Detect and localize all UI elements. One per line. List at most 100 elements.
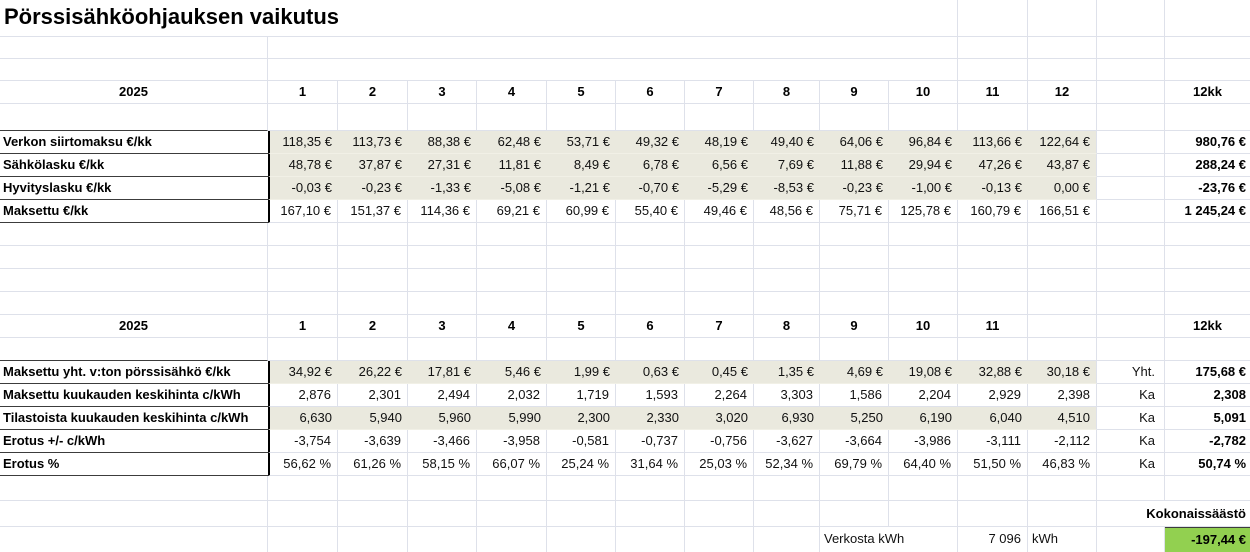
empty-cell[interactable] bbox=[1165, 59, 1250, 81]
empty-cell[interactable] bbox=[958, 501, 1028, 527]
month-value-cell[interactable]: 48,56 € bbox=[754, 200, 820, 223]
month-value-cell[interactable]: 2,264 bbox=[685, 384, 754, 407]
empty-cell[interactable] bbox=[1165, 104, 1250, 131]
month-value-cell[interactable]: 31,64 % bbox=[616, 453, 685, 476]
empty-cell[interactable] bbox=[268, 527, 338, 552]
empty-cell[interactable] bbox=[889, 269, 958, 292]
empty-cell[interactable] bbox=[477, 104, 547, 131]
month-value-cell[interactable]: 6,040 bbox=[958, 407, 1028, 430]
empty-cell[interactable] bbox=[1097, 315, 1165, 338]
agg-label-cell[interactable]: Ka bbox=[1097, 407, 1165, 430]
label-sahkolasku[interactable]: Sähkölasku €/kk bbox=[0, 154, 268, 177]
month-value-cell[interactable]: 8,49 € bbox=[547, 154, 616, 177]
empty-cell[interactable] bbox=[1097, 292, 1165, 315]
empty-cell[interactable] bbox=[958, 104, 1028, 131]
empty-cell[interactable] bbox=[754, 527, 820, 552]
label-hyvityslasku[interactable]: Hyvityslasku €/kk bbox=[0, 177, 268, 200]
empty-cell[interactable] bbox=[477, 223, 547, 246]
month-value-cell[interactable]: -3,639 bbox=[338, 430, 408, 453]
empty-cell[interactable] bbox=[0, 527, 268, 552]
agg-label-cell[interactable]: Ka bbox=[1097, 453, 1165, 476]
verkosta-kwh-label-cell[interactable]: Verkosta kWh bbox=[820, 527, 958, 552]
month-value-cell[interactable]: 2,876 bbox=[268, 384, 338, 407]
empty-cell[interactable] bbox=[1028, 338, 1097, 361]
empty-cell[interactable] bbox=[616, 269, 685, 292]
month-value-cell[interactable]: 0,63 € bbox=[616, 361, 685, 384]
empty-cell[interactable] bbox=[268, 246, 338, 269]
label-verkon-siirtomaksu[interactable]: Verkon siirtomaksu €/kk bbox=[0, 131, 268, 154]
empty-cell[interactable] bbox=[1028, 0, 1097, 37]
empty-cell[interactable] bbox=[1165, 246, 1250, 269]
empty-cell[interactable] bbox=[1165, 0, 1250, 37]
empty-cell[interactable] bbox=[547, 246, 616, 269]
empty-cell[interactable] bbox=[958, 292, 1028, 315]
empty-cell[interactable] bbox=[820, 104, 889, 131]
empty-cell[interactable] bbox=[268, 476, 338, 501]
month-header-cell[interactable]: 5 bbox=[547, 315, 616, 338]
empty-cell[interactable] bbox=[616, 527, 685, 552]
month-value-cell[interactable]: 6,56 € bbox=[685, 154, 754, 177]
empty-cell[interactable] bbox=[616, 246, 685, 269]
month-header-cell[interactable]: 10 bbox=[889, 81, 958, 104]
month-value-cell[interactable]: 66,07 % bbox=[477, 453, 547, 476]
month-value-cell[interactable]: 30,18 € bbox=[1028, 361, 1097, 384]
empty-cell[interactable] bbox=[685, 338, 754, 361]
empty-cell[interactable] bbox=[0, 37, 268, 59]
empty-cell[interactable] bbox=[820, 269, 889, 292]
month-value-cell[interactable]: 51,50 % bbox=[958, 453, 1028, 476]
empty-cell[interactable] bbox=[685, 246, 754, 269]
empty-cell[interactable] bbox=[616, 338, 685, 361]
empty-cell[interactable] bbox=[547, 476, 616, 501]
empty-cell[interactable] bbox=[820, 476, 889, 501]
month-value-cell[interactable]: 2,301 bbox=[338, 384, 408, 407]
month-value-cell[interactable]: 43,87 € bbox=[1028, 154, 1097, 177]
empty-cell[interactable] bbox=[1097, 59, 1165, 81]
empty-cell[interactable] bbox=[408, 501, 477, 527]
month-value-cell[interactable]: 6,630 bbox=[268, 407, 338, 430]
empty-cell[interactable] bbox=[268, 269, 338, 292]
empty-cell[interactable] bbox=[1097, 81, 1165, 104]
row-total-cell[interactable]: 50,74 % bbox=[1165, 453, 1250, 476]
month-header-cell[interactable]: 11 bbox=[958, 81, 1028, 104]
month-value-cell[interactable]: 11,88 € bbox=[820, 154, 889, 177]
empty-cell[interactable] bbox=[408, 527, 477, 552]
month-header-cell[interactable]: 9 bbox=[820, 315, 889, 338]
empty-cell[interactable] bbox=[338, 246, 408, 269]
empty-cell[interactable] bbox=[268, 292, 338, 315]
empty-cell[interactable] bbox=[1028, 476, 1097, 501]
agg-label-cell[interactable]: Ka bbox=[1097, 384, 1165, 407]
month-value-cell[interactable]: 48,19 € bbox=[685, 131, 754, 154]
month-value-cell[interactable]: -5,29 € bbox=[685, 177, 754, 200]
empty-cell[interactable] bbox=[1097, 154, 1165, 177]
empty-cell[interactable] bbox=[685, 476, 754, 501]
empty-cell[interactable] bbox=[616, 292, 685, 315]
empty-cell[interactable] bbox=[0, 476, 268, 501]
month-value-cell[interactable]: 29,94 € bbox=[889, 154, 958, 177]
empty-cell[interactable] bbox=[338, 476, 408, 501]
month-value-cell[interactable]: 64,40 % bbox=[889, 453, 958, 476]
month-value-cell[interactable]: 53,71 € bbox=[547, 131, 616, 154]
agg-label-cell[interactable]: Ka bbox=[1097, 430, 1165, 453]
empty-cell[interactable] bbox=[1097, 37, 1165, 59]
empty-cell[interactable] bbox=[616, 104, 685, 131]
year-header-cell[interactable]: 2025 bbox=[0, 315, 268, 338]
empty-cell[interactable] bbox=[820, 338, 889, 361]
empty-cell[interactable] bbox=[547, 501, 616, 527]
month-value-cell[interactable]: 1,35 € bbox=[754, 361, 820, 384]
month-value-cell[interactable]: 32,88 € bbox=[958, 361, 1028, 384]
month-value-cell[interactable]: 26,22 € bbox=[338, 361, 408, 384]
empty-cell[interactable] bbox=[268, 501, 338, 527]
month-header-cell[interactable]: 8 bbox=[754, 315, 820, 338]
month-value-cell[interactable]: 49,40 € bbox=[754, 131, 820, 154]
empty-cell[interactable] bbox=[958, 338, 1028, 361]
row-total-cell[interactable]: 288,24 € bbox=[1165, 154, 1250, 177]
month-header-cell[interactable]: 7 bbox=[685, 315, 754, 338]
month-header-cell[interactable]: 10 bbox=[889, 315, 958, 338]
month-value-cell[interactable]: 96,84 € bbox=[889, 131, 958, 154]
empty-cell[interactable] bbox=[338, 269, 408, 292]
empty-cell[interactable] bbox=[1097, 131, 1165, 154]
month-header-cell[interactable]: 4 bbox=[477, 315, 547, 338]
month-value-cell[interactable]: 49,32 € bbox=[616, 131, 685, 154]
label-maksettu[interactable]: Maksettu €/kk bbox=[0, 200, 268, 223]
empty-cell[interactable] bbox=[1028, 246, 1097, 269]
